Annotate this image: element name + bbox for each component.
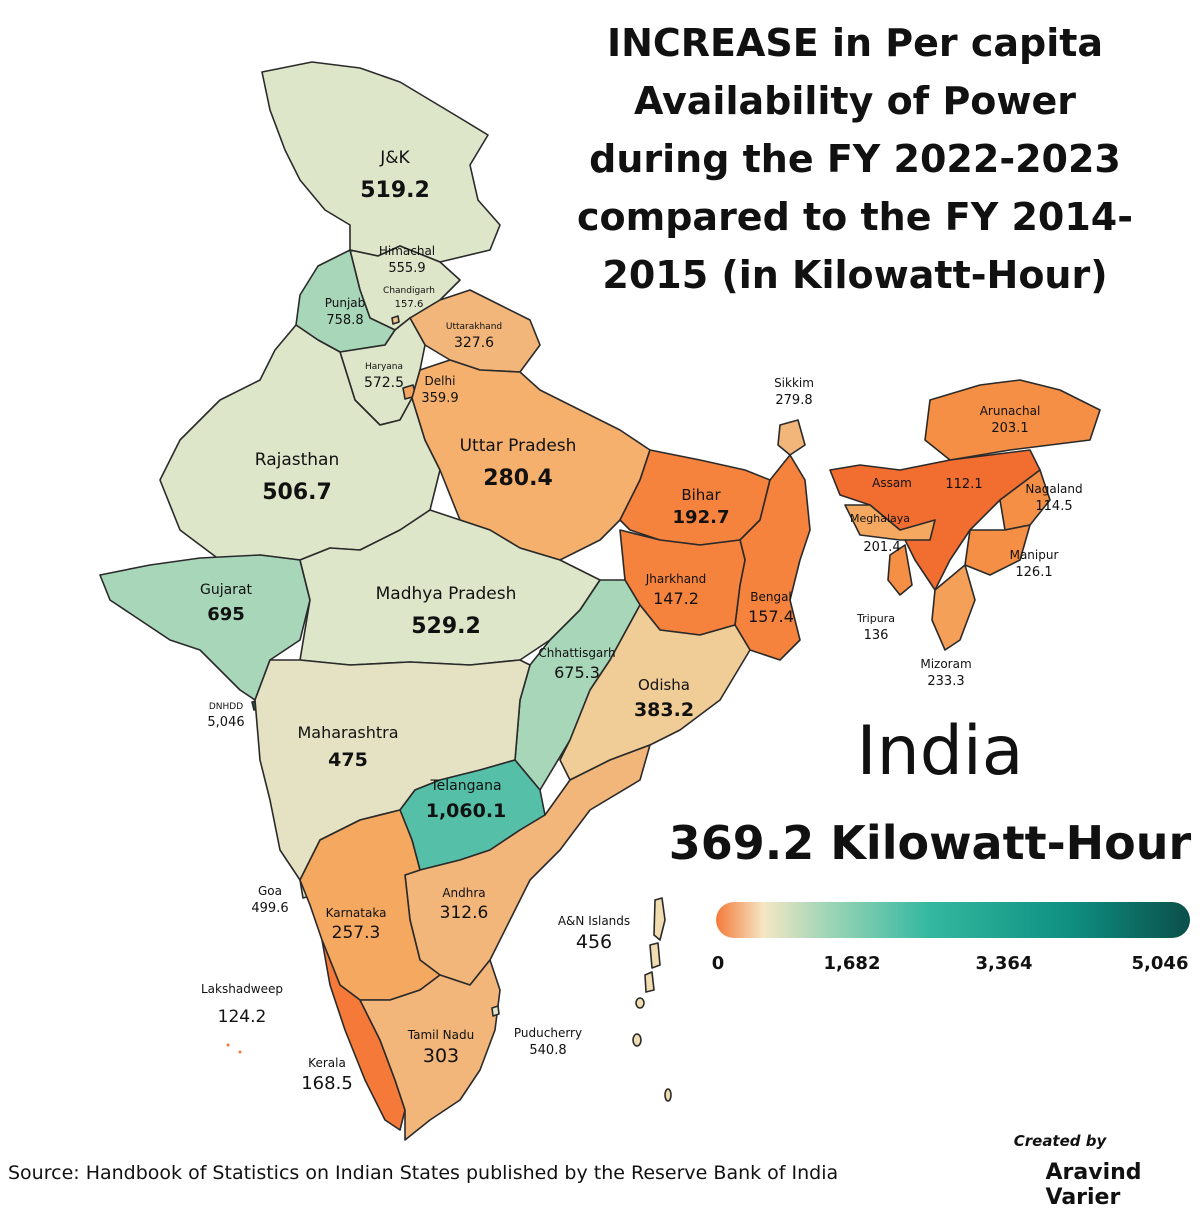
map-title: INCREASE in Per capita Availability of P… [577,21,1133,297]
label-haryana: Haryana 572.5 [363,362,405,392]
label-meghalaya-value: 201.4 [863,540,901,555]
label-dnhdd: DNHDD 5,046 [207,702,245,731]
legend-tick: 0 [711,953,725,974]
label-bengal: Bengal 157.4 [748,590,794,626]
region-meghalaya [844,504,936,541]
label-chandigarh: Chandigarh 157.6 [383,286,435,311]
label-assam-value: 112.1 [945,477,983,492]
region-nagaland [999,469,1051,531]
label-meghalaya: Meghalaya [849,512,911,525]
label-karnataka: Karnataka 257.3 [325,906,387,943]
label-an-islands: A&N Islands 456 [557,914,631,953]
credit-author: Aravind Varier [1045,1160,1142,1210]
label-tripura: Tripura 136 [857,612,895,643]
legend-color-bar [716,902,1190,938]
label-tamil-nadu: Tamil Nadu 303 [407,1028,475,1067]
label-nagaland: Nagaland 114.5 [1025,482,1083,514]
label-assam: Assam [872,476,912,490]
label-gujarat: Gujarat 695 [199,582,253,625]
region-kerala [321,939,406,1131]
label-rajasthan: Rajasthan 506.7 [254,450,340,506]
label-chhattisgarh: Chhattisgarh 675.3 [538,646,616,682]
label-manipur: Manipur 126.1 [1009,548,1059,580]
credit-label: Created by [1013,1132,1107,1150]
label-jk: J&K 519.2 [360,148,430,204]
label-arunachal: Arunachal 203.1 [979,404,1041,436]
label-punjab: Punjab 758.8 [324,296,366,328]
region-an-islands [632,897,672,1102]
country-name: India [856,712,1024,791]
region-puducherry [491,1005,500,1017]
label-odisha: Odisha 383.2 [633,676,695,721]
region-lakshadweep [226,1043,242,1054]
label-sikkim: Sikkim 279.8 [774,376,814,408]
source-note: Source: Handbook of Statistics on Indian… [8,1162,839,1184]
label-lakshadweep: Lakshadweep 124.2 [200,982,284,1027]
region-uttarakhand [409,289,541,373]
label-bihar: Bihar 192.7 [672,486,730,528]
label-jharkhand: Jharkhand 147.2 [645,572,707,608]
country-total: 369.2 Kilowatt-Hour [668,816,1192,870]
label-kerala: Kerala 168.5 [301,1056,353,1094]
label-puducherry: Puducherry 540.8 [513,1026,583,1058]
region-tamil-nadu [359,959,501,1141]
label-delhi: Delhi 359.9 [421,374,459,406]
label-madhya-pradesh: Madhya Pradesh 529.2 [375,584,517,640]
label-mizoram: Mizoram 233.3 [920,657,972,689]
region-tripura [887,544,913,596]
label-andhra: Andhra 312.6 [439,886,489,923]
legend-tick: 3,364 [975,953,1033,974]
region-arunachal [924,379,1101,461]
label-goa: Goa 499.6 [251,884,289,916]
region-jk [261,61,501,263]
label-himachal: Himachal 555.9 [378,244,436,276]
legend-tick: 1,682 [823,953,881,974]
legend-tick: 5,046 [1131,953,1189,974]
region-sikkim [777,419,806,456]
label-telangana: Telangana 1,060.1 [425,778,507,822]
label-uttar-pradesh: Uttar Pradesh 280.4 [459,436,577,492]
label-uttarakhand: Uttarakhand 327.6 [445,322,503,352]
label-maharashtra: Maharashtra 475 [297,723,399,771]
region-chandigarh [391,315,400,325]
region-mizoram [931,564,976,651]
